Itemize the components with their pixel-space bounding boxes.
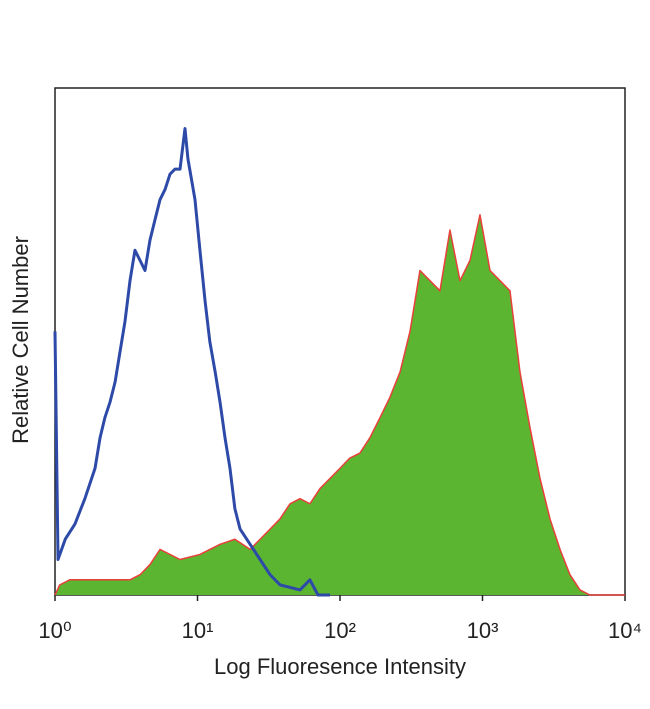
histogram-line <box>53 127 331 597</box>
x-tick-label: 10² <box>324 618 356 643</box>
x-tick-label: 10⁰ <box>38 618 71 643</box>
histogram-area <box>54 214 625 596</box>
x-tick-label: 10³ <box>467 618 499 643</box>
x-axis-label: Log Fluoresence Intensity <box>214 654 466 679</box>
x-tick-label: 10¹ <box>182 618 214 643</box>
x-tick-label: 10⁴ <box>608 618 642 643</box>
y-axis-label: Relative Cell Number <box>8 236 33 444</box>
